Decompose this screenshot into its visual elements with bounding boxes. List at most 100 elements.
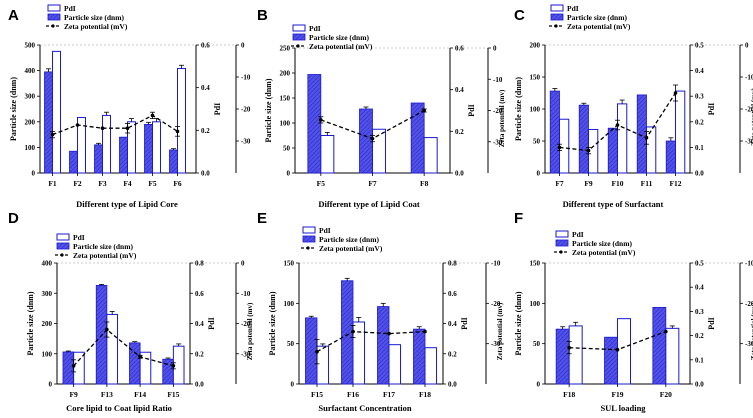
zeta-potential-line (316, 330, 426, 353)
x-tick-label: F7 (555, 179, 564, 188)
left-axis-label: Particle size (dnm) (264, 78, 273, 142)
x-tick-label: F18 (563, 390, 575, 399)
particle-size-bar (307, 74, 322, 174)
particle-size-bar (413, 328, 426, 385)
pdi-bar (52, 50, 61, 174)
left-axis-label: Particle size (dnm) (268, 291, 277, 355)
pdi-tick-label: 0.6 (195, 290, 204, 298)
pdi-tick-label: 0.4 (195, 320, 204, 328)
zeta-tick-label: -20 (241, 106, 251, 114)
zeta-tick-label: -30 (745, 138, 753, 146)
x-tick-label: F12 (669, 179, 681, 188)
pdi-tick-label: 0.5 (695, 260, 704, 268)
particle-size-bar (578, 104, 589, 174)
pdi-tick-label: 0.4 (455, 86, 464, 94)
left-axis-label: Particle size (dnm) (9, 77, 18, 141)
left-axis-label: Particle size (dnm) (26, 291, 35, 355)
particle-size-bar (636, 94, 647, 174)
zeta-potential-point (664, 329, 668, 334)
particle-size-bar (62, 351, 75, 385)
legend-label-pdi: PdI (64, 4, 76, 13)
legend-swatch-zeta-point (296, 44, 300, 48)
pdi-tick-label: 0.6 (448, 290, 457, 298)
pdi-tick-label: 0.1 (695, 356, 704, 364)
panel-letter: B (257, 7, 268, 24)
pdi-bar (177, 67, 186, 174)
x-tick-label: F5 (148, 179, 157, 188)
left-tick-label: 0 (291, 381, 295, 389)
pdi-tick-label: 0.8 (195, 260, 204, 268)
legend-swatch-pdi (56, 233, 70, 241)
left-tick-label: 300 (42, 290, 53, 298)
pdi-bar (559, 118, 570, 174)
pdi-tick-label: 0.4 (448, 320, 457, 328)
pdi-tick-label: 0.6 (201, 42, 210, 50)
zeta-tick-label: -30 (491, 340, 501, 348)
left-tick-label: 100 (284, 300, 295, 308)
x-tick-label: F19 (611, 390, 623, 399)
legend-label-zeta: Zeta potential (mV) (73, 251, 137, 260)
left-tick-label: 200 (25, 118, 36, 126)
pdi-bar (372, 128, 386, 174)
particle-size-bar (44, 71, 53, 174)
panel-letter: F (514, 210, 523, 227)
particle-size-bar (604, 336, 618, 385)
legend-label-pdi: PdI (572, 230, 584, 239)
zeta-tick-label: -10 (241, 290, 251, 298)
zeta-tick-label: -10 (745, 74, 753, 82)
particle-size-bar (94, 144, 103, 174)
legend-swatch-zeta-point (60, 253, 64, 257)
pdi-bar (388, 344, 402, 385)
zeta-axis-label: Zeta potential (mv) (246, 302, 254, 360)
legend-label-particle-size: Particle size (dnm) (572, 239, 632, 248)
left-tick-label: 100 (42, 350, 53, 358)
zeta-potential-point (100, 126, 105, 130)
zeta-tick-label: -10 (241, 74, 251, 82)
zeta-tick-label: -20 (491, 300, 501, 308)
x-tick-label: F1 (48, 179, 57, 188)
zeta-tick-label: 0 (745, 42, 749, 50)
legend-label-zeta: Zeta potential (mV) (319, 244, 383, 253)
left-tick-label: 50 (533, 340, 541, 348)
zeta-tick-label: -30 (241, 350, 251, 358)
panel-b: B 0 50 100 150 200 250 Particle size (dnm) 0.0 0.… (257, 7, 506, 209)
pdi-bar (139, 351, 152, 385)
left-tick-label: 400 (25, 67, 36, 75)
panel-e: E 0 50 100 150 Particle size (dnm) 0.0 0.2 0.4 0.… (257, 210, 504, 413)
pdi-tick-label: 0.1 (695, 144, 704, 152)
pdi-tick-label: 0.2 (195, 350, 204, 358)
zeta-tick-label: -10 (493, 76, 503, 84)
pdi-bar (665, 327, 680, 385)
legend-label-particle-size: Particle size (dnm) (309, 33, 369, 42)
panel-title: SUL loading (600, 403, 646, 413)
particle-size-bar (377, 306, 390, 385)
particle-size-bar (144, 123, 153, 174)
legend-swatch-pdi (550, 4, 564, 12)
legend-label-particle-size: Particle size (dnm) (64, 13, 124, 22)
panel-f: F 0 50 100 150 Particle size (dnm) 0.0 0.1 0.2 0.… (514, 210, 753, 413)
x-tick-label: F3 (98, 179, 107, 188)
pdi-bar (77, 117, 86, 174)
pdi-bar (617, 318, 631, 385)
legend-swatch-particle-size (550, 13, 564, 21)
pdi-tick-label: 0.3 (695, 308, 704, 316)
x-tick-label: F15 (311, 390, 323, 399)
legend-label-particle-size: Particle size (dnm) (567, 13, 627, 22)
panel-title: Different type of Surfactant (563, 199, 664, 209)
left-tick-label: 100 (25, 144, 36, 152)
pdi-bar (106, 313, 119, 385)
left-tick-label: 100 (530, 106, 541, 114)
particle-size-bar (665, 140, 676, 174)
zeta-potential-line (73, 328, 174, 367)
zeta-tick-label: -10 (491, 260, 501, 268)
left-tick-label: 0 (537, 381, 541, 389)
left-tick-label: 100 (280, 120, 291, 128)
particle-size-bar (169, 149, 178, 174)
pdi-tick-label: 0.2 (448, 350, 457, 358)
pdi-axis-label: PdI (207, 317, 216, 329)
zeta-potential-point (615, 347, 620, 352)
zeta-tick-label: -20 (241, 320, 251, 328)
left-axis-label: Particle size (dnm) (514, 77, 523, 141)
